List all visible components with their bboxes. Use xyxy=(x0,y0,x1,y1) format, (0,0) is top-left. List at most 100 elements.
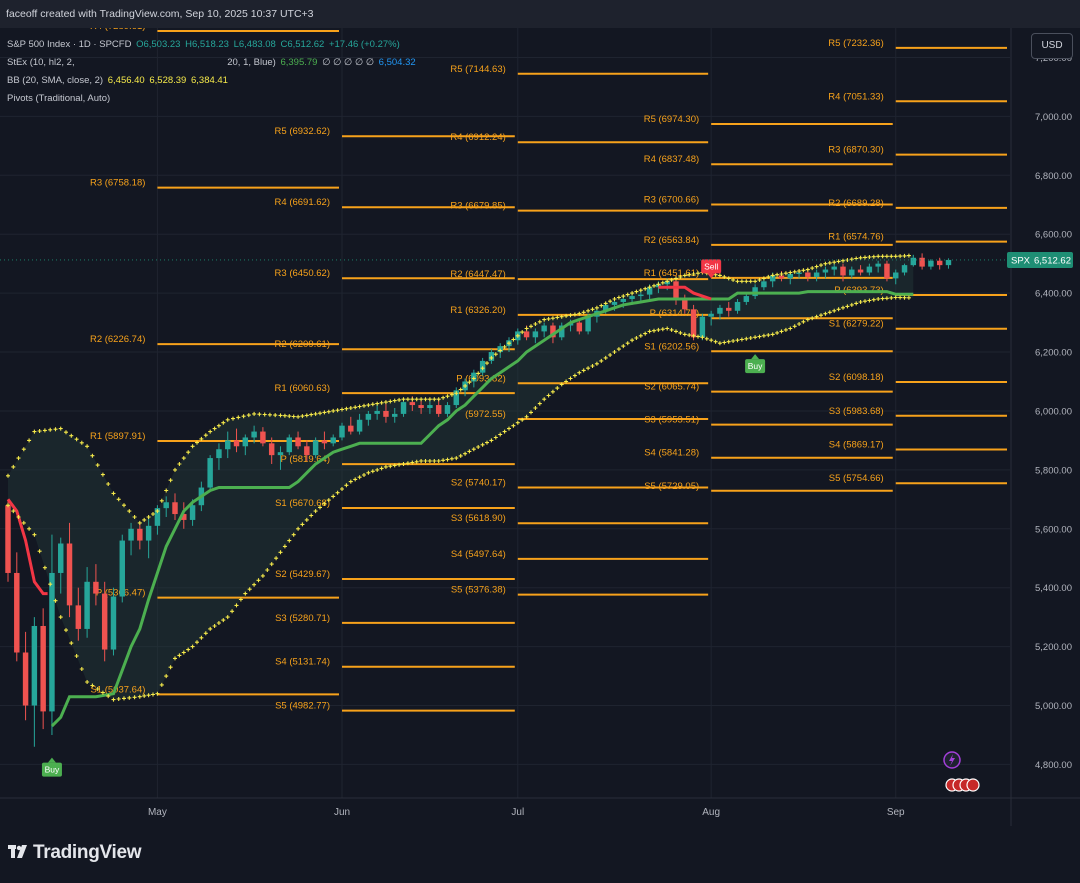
legend-row-stex[interactable]: StEx (10, hl2, 2, 20, 1, Blue) 6,395.79 … xyxy=(7,54,416,72)
bb-lower-dot xyxy=(643,331,648,336)
currency-button[interactable]: USD xyxy=(1031,33,1073,59)
candle-body xyxy=(268,443,275,456)
flag-icon[interactable] xyxy=(966,778,980,792)
bb-lower-dot xyxy=(243,591,248,596)
bb-lower-dot xyxy=(427,459,432,463)
y-tick-label: 5,600.00 xyxy=(1035,524,1072,535)
pivot-label: S1 (6279.22) xyxy=(829,319,884,330)
legend-stex-zeros: ∅ ∅ ∅ ∅ ∅ xyxy=(322,57,375,68)
bb-upper-dot xyxy=(309,412,314,417)
candle-body xyxy=(893,272,899,279)
pivot-label: S4 (5497.64) xyxy=(451,549,506,560)
bb-upper-dot xyxy=(898,254,903,259)
bb-upper-dot xyxy=(761,276,766,281)
candle-body xyxy=(400,402,407,414)
x-tick-label: Sep xyxy=(887,807,905,818)
bb-upper-dot xyxy=(375,401,380,406)
bb-upper-dot xyxy=(858,255,863,260)
candle-body xyxy=(620,299,626,302)
legend-row-price[interactable]: S&P 500 Index · 1D · SPCFD O6,503.23 H6,… xyxy=(7,36,416,54)
bb-upper-dot xyxy=(11,464,16,469)
bb-upper-dot xyxy=(524,326,529,331)
pivot-label: R1 (6574.76) xyxy=(828,232,883,243)
candle-body xyxy=(119,540,125,597)
bb-upper-dot xyxy=(832,260,837,265)
bb-lower-dot xyxy=(652,328,656,333)
chart-event-icons[interactable] xyxy=(940,748,990,798)
bb-upper-dot xyxy=(236,415,241,420)
legend-row-pivots[interactable]: Pivots (Traditional, Auto) xyxy=(7,90,416,108)
bb-lower-dot xyxy=(137,694,142,699)
bb-upper-dot xyxy=(568,313,573,318)
bb-lower-dot xyxy=(414,459,419,464)
candle-body xyxy=(163,502,169,509)
candle-body xyxy=(295,437,301,447)
candle-body xyxy=(813,272,820,277)
candle-body xyxy=(225,440,231,450)
bb-lower-dot xyxy=(502,429,507,434)
bb-upper-dot xyxy=(471,376,476,381)
bb-upper-dot xyxy=(27,438,32,443)
signal-buy: Buy xyxy=(41,757,62,777)
pivot-label: S5 (4982.77) xyxy=(275,701,330,712)
bb-upper-dot xyxy=(353,405,358,410)
bb-upper-dot xyxy=(533,322,538,326)
bb-lower-dot xyxy=(871,297,876,302)
legend-stex-value: 6,395.79 xyxy=(280,57,318,68)
bb-upper-dot xyxy=(454,391,459,396)
bb-lower-dot xyxy=(419,459,424,463)
signals: Buy Sell Buy xyxy=(41,259,766,777)
candle-body xyxy=(673,281,679,300)
pivot-label: S2 (5429.67) xyxy=(275,569,330,580)
candle-body xyxy=(831,266,837,270)
y-tick-label: 5,400.00 xyxy=(1035,583,1072,594)
bb-lower-dot xyxy=(313,509,318,514)
bb-lower-dot xyxy=(397,462,402,467)
price-chart[interactable]: R4 (7289.61) R3 (6758.18) R2 (6226.74) R1 (… xyxy=(0,28,1080,826)
signal-sell: Sell xyxy=(701,259,722,279)
bb-upper-dot xyxy=(95,463,100,468)
bb-lower-dot xyxy=(159,682,164,687)
stop-line-red xyxy=(658,285,712,301)
bb-upper-dot xyxy=(419,397,424,402)
bb-lower-dot xyxy=(392,463,397,468)
bb-upper-dot xyxy=(687,272,692,277)
bb-upper-dot xyxy=(335,408,340,413)
bb-upper-dot xyxy=(79,440,84,445)
bb-upper-dot xyxy=(529,324,533,329)
signal-buy: Buy xyxy=(745,354,766,374)
bb-lower-dot xyxy=(366,470,371,475)
bb-lower-dot xyxy=(823,311,828,316)
bb-upper-dot xyxy=(177,462,182,466)
bb-lower-dot xyxy=(265,568,270,572)
bb-lower-dot xyxy=(318,505,322,510)
bb-upper-dot xyxy=(423,397,428,402)
bb-lower-dot xyxy=(550,389,555,394)
pivot-label: R2 (6226.74) xyxy=(90,334,145,345)
candle-body xyxy=(796,272,802,274)
bb-upper-dot xyxy=(876,254,881,259)
bb-lower-dot xyxy=(111,697,116,702)
bb-upper-dot xyxy=(111,491,116,496)
bb-upper-dot xyxy=(64,430,68,435)
bb-lower-dot xyxy=(638,333,643,338)
candle-body xyxy=(110,596,117,650)
x-tick-label: May xyxy=(148,807,167,818)
bb-lower-dot xyxy=(269,562,274,567)
bb-lower-dot xyxy=(383,464,388,469)
bb-upper-dot xyxy=(32,429,37,434)
lightning-icon-glyph xyxy=(949,754,955,766)
bb-lower-dot xyxy=(304,517,309,522)
bb-upper-dot xyxy=(603,301,608,306)
legend-row-bb[interactable]: BB (20, SMA, close, 2) 6,456.40 6,528.39… xyxy=(7,72,416,90)
bb-lower-dot xyxy=(884,296,889,301)
bb-upper-dot xyxy=(69,433,74,438)
candle-body xyxy=(58,543,64,573)
candle-body xyxy=(304,446,310,456)
bb-upper-dot xyxy=(643,286,648,291)
bb-upper-dot xyxy=(267,412,272,417)
candle-body xyxy=(602,304,609,311)
candle-body xyxy=(840,266,846,276)
candle-body xyxy=(849,269,855,276)
bb-lower-dot xyxy=(74,654,79,658)
